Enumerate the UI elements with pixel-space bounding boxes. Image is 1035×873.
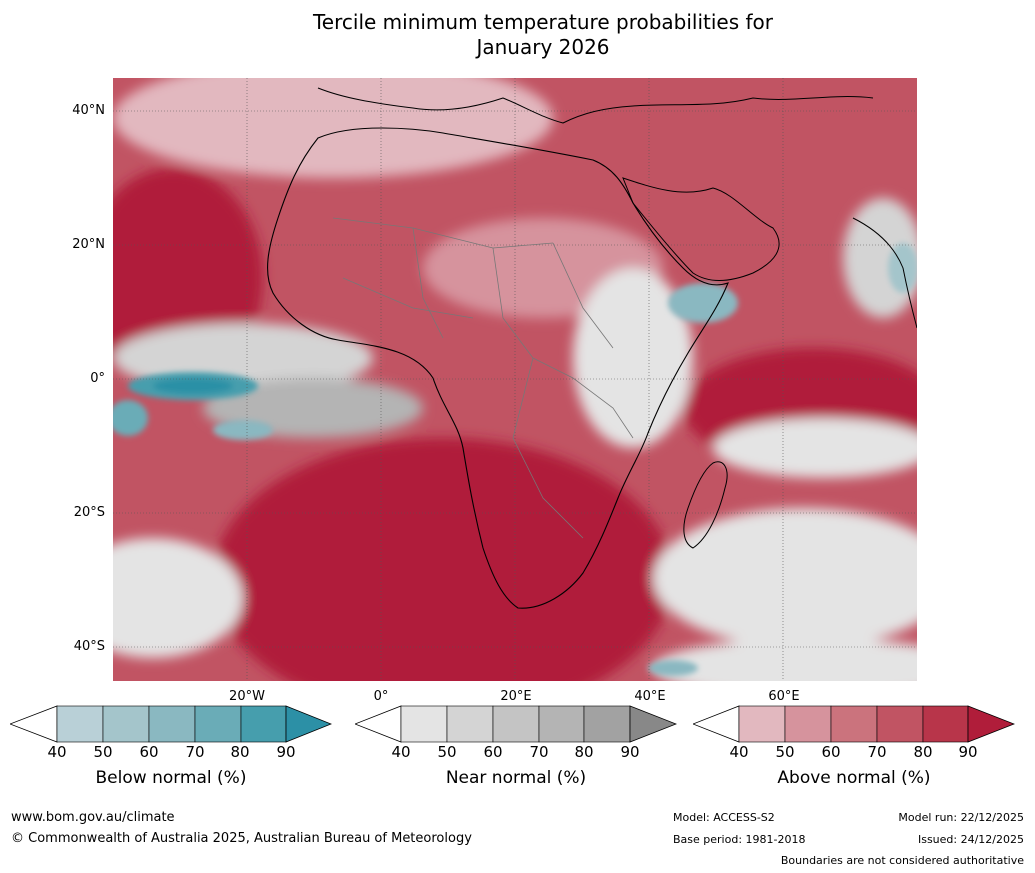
indian-grey-band	[713, 418, 917, 478]
below-normal-south	[648, 660, 698, 676]
below-normal-guinea	[213, 420, 273, 440]
tick-above-60: 60	[821, 743, 841, 761]
colorbar-below-low	[10, 705, 58, 743]
lon-label-40e: 40°E	[634, 689, 666, 704]
tick-near-60: 60	[483, 743, 503, 761]
tick-below-40: 40	[47, 743, 67, 761]
lat-label-40n: 40°N	[72, 103, 105, 118]
lat-label-40s: 40°S	[73, 639, 105, 654]
tick-near-50: 50	[437, 743, 457, 761]
south-indian-grey	[653, 508, 917, 648]
caption-above-normal: Above normal (%)	[777, 768, 931, 788]
graticule	[113, 78, 917, 681]
footer-base-period: Base period: 1981-2018	[673, 833, 806, 846]
colorbar-above-60-70	[830, 705, 878, 743]
colorbar-below	[10, 705, 332, 743]
colorbar-below-70-80	[194, 705, 242, 743]
colorbar-below-50-60	[102, 705, 150, 743]
colorbar-near-40-50	[400, 705, 448, 743]
colorbar-near-80-90	[583, 705, 631, 743]
footer-site-link[interactable]: www.bom.gov.au/climate	[11, 810, 175, 825]
colorbar-above-80-90	[922, 705, 969, 743]
colorbar-near-low	[355, 705, 402, 743]
probability-map	[113, 78, 917, 681]
tick-near-40: 40	[391, 743, 411, 761]
title-line-2: January 2026	[476, 35, 610, 59]
colorbar-below-60-70	[148, 705, 196, 743]
lon-label-20w: 20°W	[229, 689, 265, 704]
tick-above-40: 40	[729, 743, 749, 761]
footer-model-run: Model run: 22/12/2025	[898, 811, 1024, 824]
colorbar-near	[355, 705, 677, 743]
tick-near-70: 70	[529, 743, 549, 761]
footer-issued: Issued: 24/12/2025	[917, 833, 1024, 846]
tick-below-60: 60	[139, 743, 159, 761]
lon-label-60e: 60°E	[768, 689, 800, 704]
title-line-1: Tercile minimum temperature probabilitie…	[312, 10, 774, 34]
colorbar-below-40-50	[56, 705, 104, 743]
europe-coastline	[317, 87, 874, 124]
colorbar-above-40-50	[738, 705, 786, 743]
tick-near-90: 90	[620, 743, 640, 761]
north-pink-field	[113, 78, 553, 178]
colorbar-above	[693, 705, 1015, 743]
colorbar-above-high	[967, 705, 1015, 743]
africa-coastline	[267, 127, 729, 609]
below-normal-west	[113, 400, 148, 436]
caption-near-normal: Near normal (%)	[445, 768, 587, 788]
india-outline	[852, 217, 917, 329]
arabia-outline	[622, 177, 780, 281]
tick-above-50: 50	[775, 743, 795, 761]
east-africa-grey	[573, 268, 693, 448]
lat-label-20s: 20°S	[73, 505, 105, 520]
tick-above-80: 80	[913, 743, 933, 761]
footer-boundaries-note: Boundaries are not considered authoritat…	[780, 854, 1024, 867]
below-normal-somalia	[668, 283, 738, 323]
map-title: Tercile minimum temperature probabilitie…	[0, 10, 1035, 60]
colorbar-near-high	[629, 705, 677, 743]
country-borders	[332, 217, 634, 539]
tick-below-90: 90	[276, 743, 296, 761]
tick-above-90: 90	[958, 743, 978, 761]
colorbar-above-50-60	[784, 705, 832, 743]
tick-below-70: 70	[185, 743, 205, 761]
colorbar-near-50-60	[446, 705, 494, 743]
caption-below-normal: Below normal (%)	[95, 768, 247, 788]
tick-above-70: 70	[867, 743, 887, 761]
colorbar-below-high	[285, 705, 332, 743]
colorbar-below-80-90	[240, 705, 287, 743]
colorbar-above-70-80	[876, 705, 924, 743]
lat-label-0: 0°	[90, 371, 105, 386]
tick-near-80: 80	[574, 743, 594, 761]
south-grey-strip	[653, 638, 917, 681]
below-normal-core	[153, 378, 233, 394]
colorbar-near-70-80	[538, 705, 585, 743]
south-atlantic-grey	[113, 538, 243, 658]
footer-copyright: © Commonwealth of Australia 2025, Austra…	[11, 831, 472, 846]
tick-below-50: 50	[93, 743, 113, 761]
lon-label-20e: 20°E	[500, 689, 532, 704]
lon-label-0: 0°	[373, 689, 389, 704]
colorbar-near-60-70	[492, 705, 540, 743]
footer-model: Model: ACCESS-S2	[673, 811, 775, 824]
tick-below-80: 80	[230, 743, 250, 761]
madagascar-outline	[683, 461, 728, 549]
atlantic-south-field	[213, 438, 673, 681]
lat-label-20n: 20°N	[72, 237, 105, 252]
map-canvas	[113, 78, 917, 681]
colorbar-above-low	[693, 705, 740, 743]
